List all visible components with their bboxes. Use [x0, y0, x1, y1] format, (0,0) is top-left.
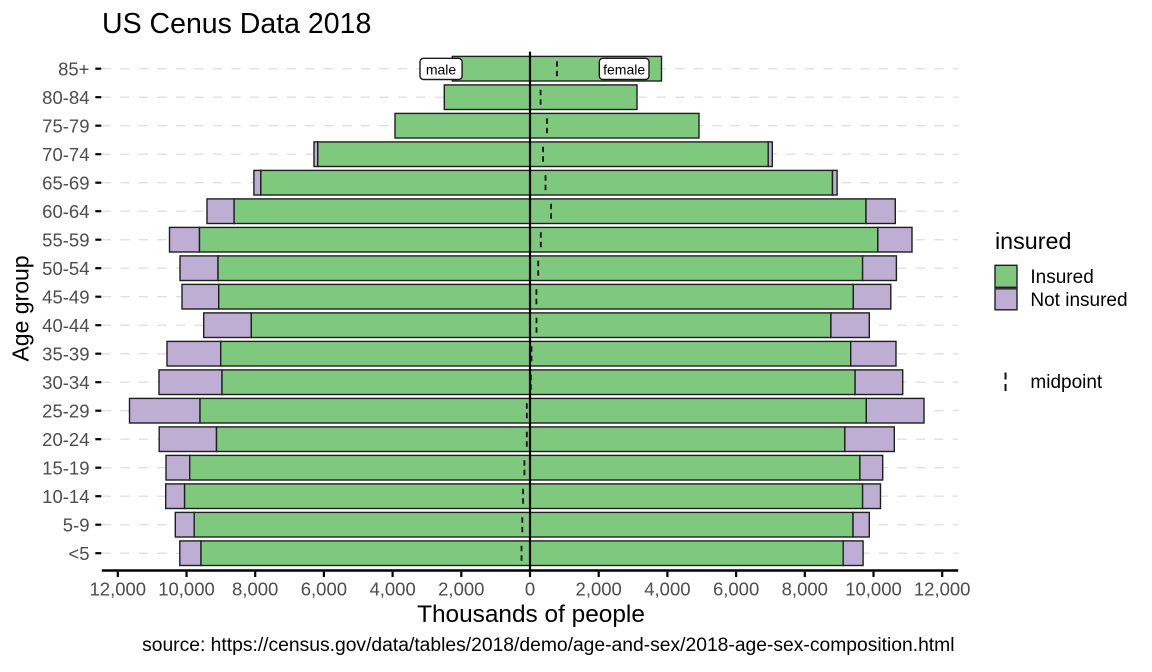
svg-text:20-24: 20-24 — [42, 429, 89, 450]
svg-text:85+: 85+ — [58, 58, 89, 79]
svg-text:US Cenus Data 2018: US Cenus Data 2018 — [102, 8, 371, 40]
svg-text:35-39: 35-39 — [42, 343, 89, 364]
svg-text:2,000: 2,000 — [438, 578, 484, 599]
svg-text:12,000: 12,000 — [914, 578, 971, 599]
svg-text:55-59: 55-59 — [42, 229, 89, 250]
svg-text:2,000: 2,000 — [576, 578, 622, 599]
svg-text:5-9: 5-9 — [63, 514, 90, 535]
svg-text:65-69: 65-69 — [42, 172, 89, 193]
svg-text:8,000: 8,000 — [232, 578, 278, 599]
svg-text:source: https://census.gov/dat: source: https://census.gov/data/tables/2… — [142, 635, 954, 656]
svg-text:40-44: 40-44 — [42, 315, 89, 336]
svg-text:8,000: 8,000 — [782, 578, 828, 599]
svg-text:15-19: 15-19 — [42, 457, 89, 478]
svg-text:4,000: 4,000 — [644, 578, 690, 599]
svg-text:70-74: 70-74 — [42, 144, 89, 165]
svg-text:45-49: 45-49 — [42, 286, 89, 307]
svg-text:male: male — [426, 61, 457, 77]
svg-text:10,000: 10,000 — [158, 578, 215, 599]
svg-text:25-29: 25-29 — [42, 400, 89, 421]
svg-text:75-79: 75-79 — [42, 115, 89, 136]
svg-text:10-14: 10-14 — [42, 486, 89, 507]
svg-text:female: female — [603, 61, 645, 77]
svg-text:Insured: Insured — [1030, 267, 1093, 288]
svg-text:30-34: 30-34 — [42, 372, 89, 393]
svg-text:Not insured: Not insured — [1030, 290, 1127, 311]
svg-text:12,000: 12,000 — [90, 578, 147, 599]
svg-text:6,000: 6,000 — [301, 578, 347, 599]
svg-text:4,000: 4,000 — [369, 578, 415, 599]
svg-text:<5: <5 — [68, 543, 89, 564]
svg-text:80-84: 80-84 — [42, 87, 89, 108]
svg-text:midpoint: midpoint — [1030, 372, 1103, 393]
svg-text:0: 0 — [525, 578, 535, 599]
svg-text:60-64: 60-64 — [42, 201, 89, 222]
svg-text:Age group: Age group — [8, 255, 34, 361]
svg-text:Thousands of people: Thousands of people — [417, 601, 645, 628]
svg-text:50-54: 50-54 — [42, 258, 89, 279]
svg-text:10,000: 10,000 — [845, 578, 902, 599]
svg-text:6,000: 6,000 — [713, 578, 759, 599]
svg-text:insured: insured — [995, 228, 1071, 254]
